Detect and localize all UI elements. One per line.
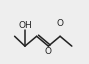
Text: O: O — [57, 19, 64, 28]
Text: O: O — [45, 47, 52, 56]
Text: OH: OH — [18, 21, 32, 30]
